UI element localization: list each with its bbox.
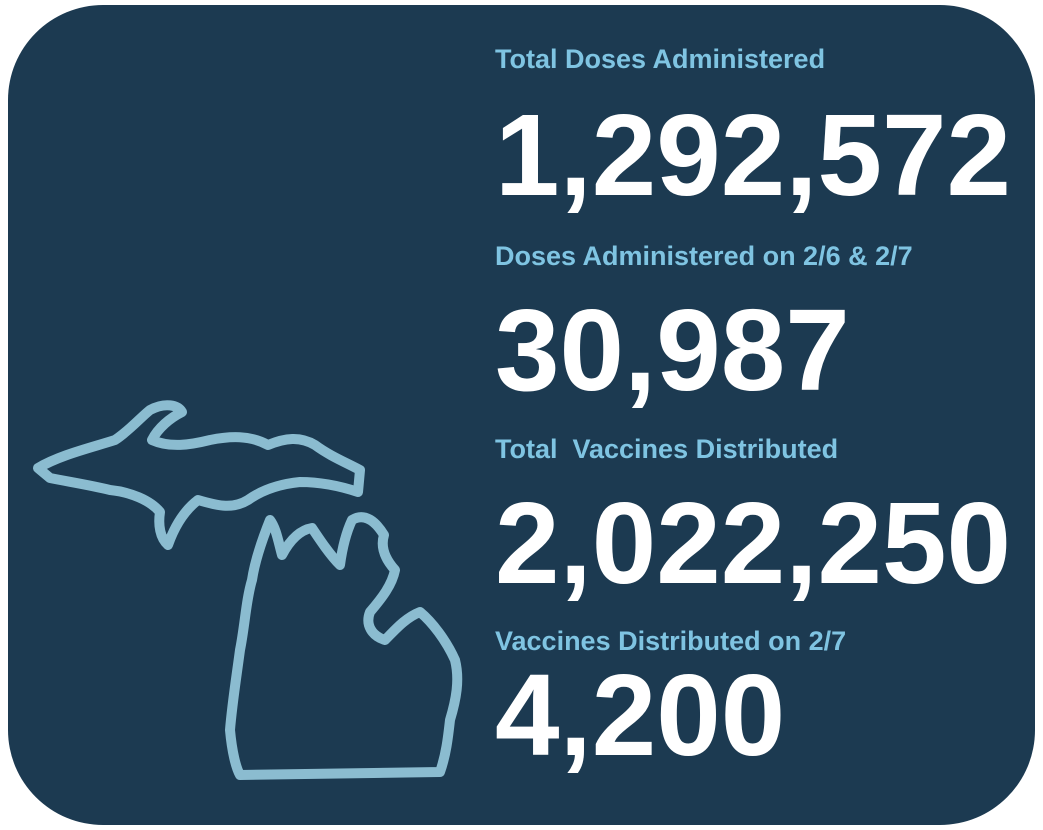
card [8, 5, 1035, 825]
stat-label: Total Vaccines Distributed [495, 434, 838, 464]
stat-label: Total Doses Administered [495, 44, 825, 74]
stat-label: Vaccines Distributed on 2/7 [495, 626, 846, 656]
stat-value: 2,022,250 [495, 478, 1011, 608]
stat-value: 1,292,572 [495, 90, 1011, 220]
stat-label: Doses Administered on 2/6 & 2/7 [495, 241, 913, 271]
stat-value: 30,987 [495, 285, 850, 415]
stat-value: 4,200 [495, 650, 785, 780]
michigan-outline [33, 400, 463, 780]
